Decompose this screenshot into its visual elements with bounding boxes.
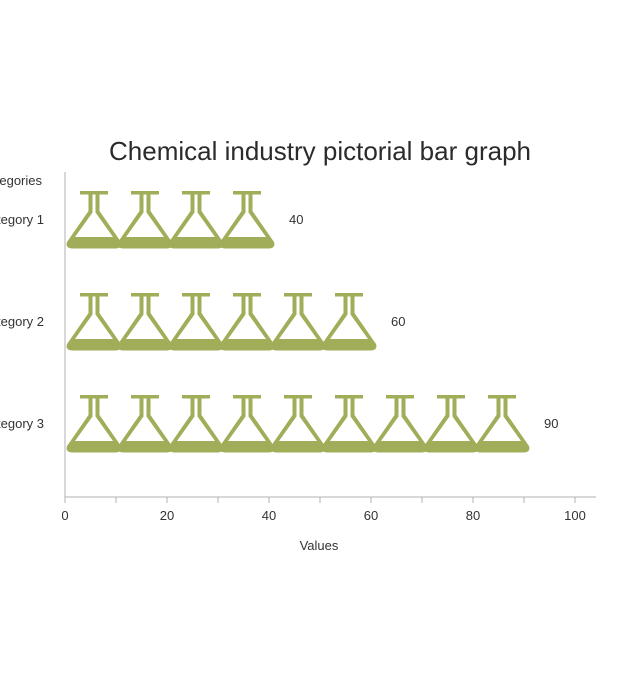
flask-icon	[219, 395, 275, 453]
flask-icon	[321, 293, 377, 351]
flask-empty-part	[126, 398, 164, 441]
flask-icon	[117, 191, 173, 249]
flask-icon	[423, 395, 479, 453]
flask-icon	[219, 191, 275, 249]
value-label: 40	[289, 212, 303, 227]
flask-empty-part	[228, 194, 266, 237]
value-label: 60	[391, 314, 405, 329]
flask-empty-part	[75, 296, 113, 339]
category-label: Category 3	[0, 416, 44, 431]
y-axis-title: Categories	[0, 173, 42, 188]
flask-icon	[168, 191, 224, 249]
flask-empty-part	[432, 398, 470, 441]
flask-empty-part	[177, 296, 215, 339]
flask-icon	[474, 395, 530, 453]
flask-empty-part	[177, 398, 215, 441]
flask-icon	[66, 293, 122, 351]
flask-empty-part	[177, 194, 215, 237]
x-tick-label: 100	[564, 508, 586, 523]
flask-icon	[117, 395, 173, 453]
category-label: Category 1	[0, 212, 44, 227]
x-tick-label: 0	[61, 508, 68, 523]
flask-empty-part	[75, 194, 113, 237]
category-label: Category 2	[0, 314, 44, 329]
flask-empty-part	[330, 398, 368, 441]
flask-icon	[270, 395, 326, 453]
flask-empty-part	[75, 398, 113, 441]
flask-empty-part	[228, 296, 266, 339]
flask-icon	[168, 395, 224, 453]
flask-empty-part	[279, 398, 317, 441]
x-axis-title: Values	[300, 538, 339, 553]
x-tick-label: 20	[160, 508, 174, 523]
x-tick-label: 40	[262, 508, 276, 523]
flask-empty-part	[330, 296, 368, 339]
flask-empty-part	[126, 296, 164, 339]
flask-icon	[117, 293, 173, 351]
flask-empty-part	[279, 296, 317, 339]
flask-empty-part	[228, 398, 266, 441]
flask-icon	[66, 191, 122, 249]
flask-icon	[270, 293, 326, 351]
chart-title: Chemical industry pictorial bar graph	[109, 136, 531, 166]
flask-empty-part	[483, 398, 521, 441]
flask-empty-part	[126, 194, 164, 237]
flask-empty-part	[381, 398, 419, 441]
flask-icon	[372, 395, 428, 453]
flask-icon	[66, 395, 122, 453]
flask-icon	[219, 293, 275, 351]
x-tick-label: 80	[466, 508, 480, 523]
value-label: 90	[544, 416, 558, 431]
flask-icon	[321, 395, 377, 453]
x-tick-label: 60	[364, 508, 378, 523]
flask-icon	[168, 293, 224, 351]
